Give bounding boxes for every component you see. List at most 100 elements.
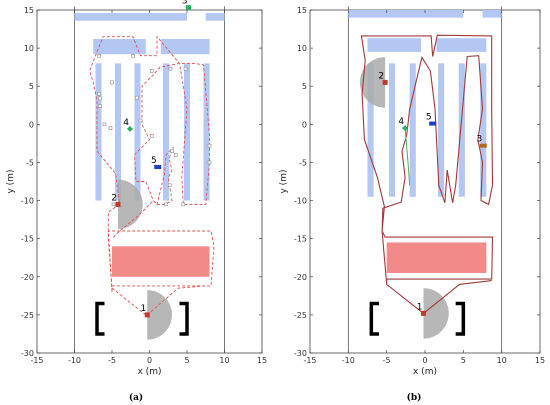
y-tick-label: -5 xyxy=(299,158,307,167)
y-tick-label: -15 xyxy=(21,235,34,244)
landmark-label: 1 xyxy=(141,304,147,314)
y-tick-label: -30 xyxy=(21,349,34,358)
shelf xyxy=(409,63,416,197)
waypoint xyxy=(98,96,102,101)
y-axis-label: y (m) xyxy=(279,170,289,194)
robot-path xyxy=(89,35,210,316)
panel-b: 1 2 3 4 5 -15 -10 -5 0 5 10 15 -30 -25 -20 -15 -10 -5 0 5 10… xyxy=(279,6,545,377)
waypoint xyxy=(164,202,168,207)
table-block xyxy=(112,246,210,277)
shelf xyxy=(115,63,121,201)
x-tick-label: 15 xyxy=(535,356,545,365)
y-tick-label: 10 xyxy=(297,44,307,53)
waypoint xyxy=(181,202,186,207)
y-tick-label: -20 xyxy=(294,273,307,282)
landmark-marker xyxy=(420,310,426,316)
y-axis-label: y (m) xyxy=(6,170,16,194)
caption-b: (b) xyxy=(407,392,422,403)
table-block xyxy=(386,242,487,273)
waypoint xyxy=(149,69,154,73)
y-tick-label: -25 xyxy=(294,311,307,320)
landmark-label: 3 xyxy=(477,135,483,145)
waypoint xyxy=(207,143,212,148)
y-tick-label: 10 xyxy=(24,44,34,53)
waypoint xyxy=(111,202,116,207)
y-tick-label: 15 xyxy=(24,6,34,15)
landmark-marker xyxy=(127,125,133,132)
robot-path-green xyxy=(404,128,411,186)
x-tick-label: 0 xyxy=(147,356,152,365)
landmark-label: 1 xyxy=(417,302,423,312)
caption-a: (a) xyxy=(129,392,143,403)
x-tick-label: 10 xyxy=(497,356,507,365)
bracket-left xyxy=(95,301,105,336)
waypoint xyxy=(110,80,114,85)
x-tick-label: 5 xyxy=(461,356,466,365)
shelf xyxy=(388,63,396,197)
landmark-marker xyxy=(186,5,191,11)
waypoint xyxy=(134,95,139,100)
robot-path-bottom xyxy=(147,285,206,316)
x-tick-label: -15 xyxy=(30,356,43,365)
shelf xyxy=(482,10,502,18)
waypoint xyxy=(149,133,154,138)
landmark-marker xyxy=(429,121,437,126)
landmark-marker xyxy=(154,165,162,170)
sensor-wedge xyxy=(359,57,386,108)
landmark-label: 3 xyxy=(182,0,188,7)
shelf xyxy=(95,63,102,201)
x-tick-label: 15 xyxy=(257,356,267,365)
landmark-marker xyxy=(479,143,487,148)
y-tick-label: -25 xyxy=(21,311,34,320)
landmark-label: 2 xyxy=(378,71,384,81)
bracket-left xyxy=(369,301,379,336)
y-tick-label: 0 xyxy=(302,120,307,129)
waypoint xyxy=(131,53,135,58)
x-tick-label: 5 xyxy=(184,356,189,365)
landmark-label: 2 xyxy=(111,193,117,203)
robot-path-loop xyxy=(107,230,215,293)
x-axis-label: x (m) xyxy=(413,367,437,377)
waypoint xyxy=(168,66,173,71)
shelf xyxy=(348,10,464,18)
shelf xyxy=(203,63,210,201)
waypoint xyxy=(207,160,212,165)
landmark-label: 4 xyxy=(398,117,404,127)
y-tick-label: 5 xyxy=(29,82,34,91)
shelf xyxy=(436,38,487,52)
shelf xyxy=(93,38,146,55)
shelf xyxy=(480,63,487,197)
landmark-marker xyxy=(144,312,150,318)
shelf xyxy=(74,13,187,21)
y-tick-label: 5 xyxy=(302,82,307,91)
waypoint xyxy=(138,118,143,123)
x-tick-label: -10 xyxy=(342,356,355,365)
waypoint xyxy=(173,153,178,157)
y-tick-label: 15 xyxy=(297,6,307,15)
x-tick-label: -10 xyxy=(68,356,81,365)
waypoint xyxy=(167,183,172,188)
y-tick-label: -10 xyxy=(294,197,307,206)
x-tick-label: -5 xyxy=(383,356,391,365)
waypoint xyxy=(98,104,102,108)
landmark-label: 5 xyxy=(426,113,432,123)
y-tick-label: -5 xyxy=(26,158,34,167)
waypoint xyxy=(102,122,107,127)
x-tick-label: -15 xyxy=(303,356,316,365)
landmark-label: 4 xyxy=(123,118,129,128)
x-tick-label: 0 xyxy=(422,356,427,365)
y-tick-label: -20 xyxy=(21,273,34,282)
waypoint xyxy=(183,66,188,71)
shelf xyxy=(160,38,210,55)
x-axis-label: x (m) xyxy=(138,367,162,377)
landmark-label: 5 xyxy=(151,156,157,166)
shelf xyxy=(438,63,445,197)
waypoint xyxy=(108,126,113,130)
shelf xyxy=(163,63,169,201)
shelf xyxy=(205,13,225,21)
x-tick-label: 10 xyxy=(219,356,229,365)
robot-path-bottom xyxy=(423,280,492,314)
robot-path xyxy=(360,34,494,314)
panel-a: 1 2 3 4 5 -15 -10 -5 0 5 10 15 -30 -25 -20 -15 -10 -5 0 5 10… xyxy=(6,0,267,377)
waypoint xyxy=(97,53,102,58)
